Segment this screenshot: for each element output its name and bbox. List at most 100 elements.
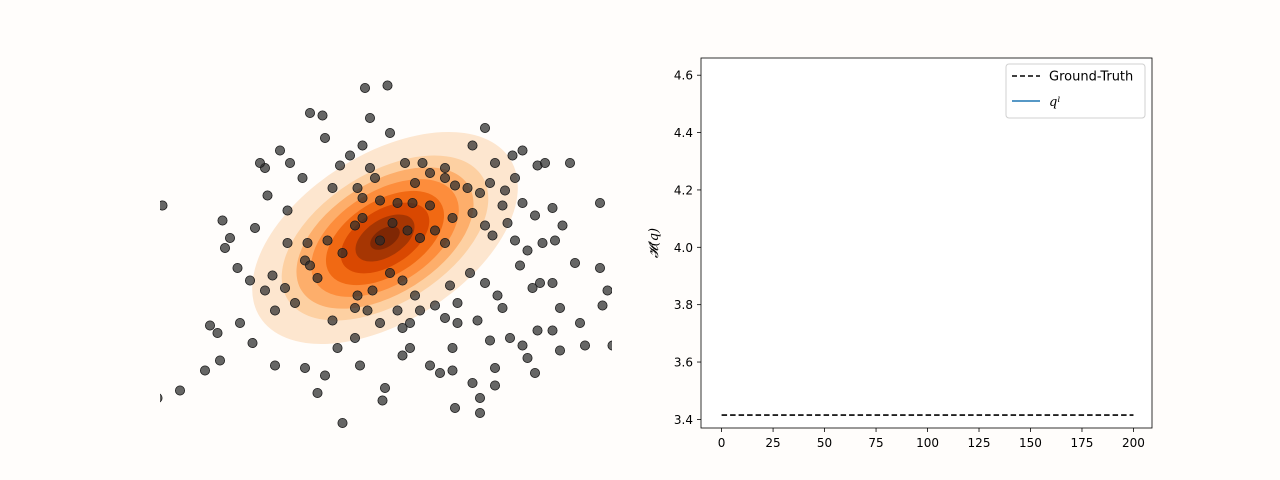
scatter-point [547,202,558,213]
scatter-point [384,267,395,278]
scatter-point [304,108,315,119]
scatter-point [439,312,450,323]
scatter-point [434,367,445,378]
scatter-point [447,365,458,376]
scatter-point [377,395,388,406]
scatter-point [489,157,500,168]
scatter-point [337,247,348,258]
scatter-point [364,113,375,124]
scatter-point [602,285,612,296]
scatter-point [274,145,285,156]
scatter-point [522,352,533,363]
y-tick-label: 3.8 [674,298,693,312]
scatter-point [269,305,280,316]
scatter-point [327,182,338,193]
y-tick-label: 3.6 [674,356,693,370]
scatter-point [595,262,606,273]
scatter-point [399,157,410,168]
scatter-point [344,150,355,161]
scatter-point [575,317,586,328]
scatter-point [509,172,520,183]
scatter-point [484,177,495,188]
scatter-point [374,195,385,206]
scatter-point [555,302,566,313]
scatter-point [547,325,558,336]
scatter-point [472,315,483,326]
plot-frame [700,57,1153,429]
scatter-point [282,237,293,248]
scatter-point [497,302,508,313]
y-axis-ticks: 3.4 3.6 3.8 4.0 4.2 4.4 4.6 [674,69,701,427]
scatter-point [262,190,273,201]
x-tick-label: 75 [868,436,883,450]
y-tick-label: 4.2 [674,183,693,197]
scatter-point [364,162,375,173]
scatter-point [337,417,348,428]
scatter-point [555,345,566,356]
scatter-point [550,235,561,246]
scatter-point [404,342,415,353]
scatter-point [267,270,278,281]
scatter-point [452,317,463,328]
x-tick-label: 175 [1071,436,1094,450]
scatter-point [640,328,649,337]
scatter-point [429,300,440,311]
x-tick-label: 0 [718,436,726,450]
scatter-point [160,200,168,211]
scatter-point [224,232,235,243]
scatter-point [479,220,490,231]
scatter-point [357,192,368,203]
scatter-point [489,380,500,391]
scatter-point [382,80,393,91]
y-tick-label: 4.4 [674,126,693,140]
scatter-point [357,212,368,223]
scatter-point [312,272,323,283]
scatter-point [374,317,385,328]
scatter-point [492,290,503,301]
sample-points [160,80,649,428]
scatter-point [289,297,300,308]
density-contours [252,131,518,345]
scatter-point [570,257,581,268]
legend-q-label: qˡ [1049,95,1060,110]
scatter-point [474,392,485,403]
scatter-point [204,320,215,331]
scatter-point [439,237,450,248]
scatter-point [299,362,310,373]
scatter-point [580,340,591,351]
x-tick-label: 150 [1019,436,1042,450]
scatter-point [334,160,345,171]
scatter-point [429,225,440,236]
scatter-point [404,317,415,328]
scatter-point [474,407,485,418]
scatter-point [402,225,413,236]
scatter-point [517,145,528,156]
scatter-point [384,127,395,138]
scatter-point [532,325,543,336]
y-tick-label: 4.0 [674,241,693,255]
scatter-point [414,232,425,243]
scatter-point [540,157,551,168]
scatter-point [515,260,526,271]
scatter-point [484,335,495,346]
scatter-point [232,262,243,273]
legend-ground-truth-label: Ground-Truth [1049,70,1133,85]
legend-box [1005,63,1146,119]
scatter-point [174,385,185,396]
y-tick-label: 3.4 [674,413,693,427]
scatter-point [352,182,363,193]
scatter-point [367,285,378,296]
scatter-point [424,360,435,371]
scatter-point [244,275,255,286]
scatter-point [497,200,508,211]
scatter-point [392,197,403,208]
scatter-point [282,205,293,216]
scatter-point [487,230,498,241]
legend: Ground-Truth qˡ [1005,63,1146,119]
scatter-point [522,245,533,256]
scatter-point [234,317,245,328]
scatter-point [397,322,408,333]
scatter-point [322,235,333,246]
scatter-point [254,157,265,168]
